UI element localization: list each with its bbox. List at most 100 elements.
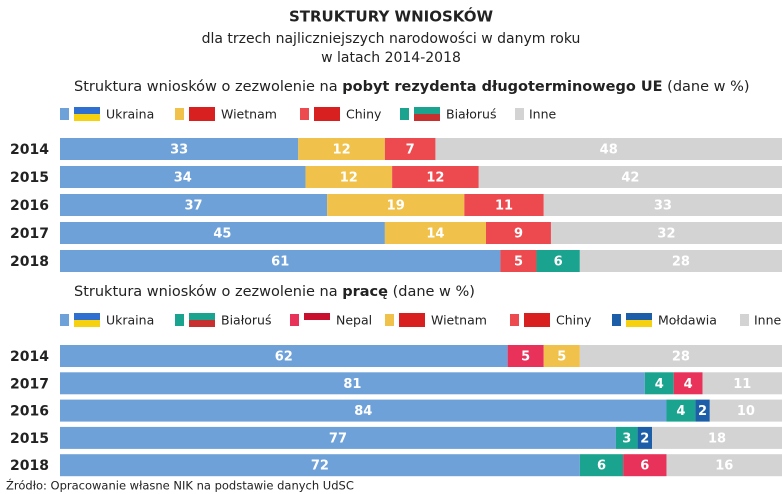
- bar-segment: [305, 166, 393, 188]
- bar-segment: [550, 222, 782, 244]
- category-label: 2015: [10, 431, 49, 447]
- bar-segment: [392, 166, 479, 188]
- subtitle: w latach 2014-2018: [321, 50, 461, 66]
- value-label: 6: [597, 459, 606, 474]
- value-label: 12: [333, 143, 351, 158]
- value-label: 4: [655, 377, 664, 392]
- bar-segment: [652, 426, 782, 449]
- bar-segment: [666, 399, 696, 422]
- value-label: 6: [640, 459, 649, 474]
- value-label: 11: [733, 377, 751, 392]
- value-label: 45: [213, 227, 231, 242]
- value-label: 18: [708, 431, 726, 446]
- value-label: 9: [514, 227, 523, 242]
- legend-label: Białoruś: [221, 313, 271, 328]
- bar-segment: [485, 222, 551, 244]
- flag: [626, 320, 652, 327]
- title-part: pracę: [342, 284, 388, 300]
- legend-label: Chiny: [346, 107, 382, 122]
- value-label: 3: [622, 431, 631, 446]
- bar-segment: [60, 194, 328, 216]
- value-label: 19: [387, 199, 405, 214]
- value-label: 5: [557, 350, 566, 365]
- value-label: 12: [426, 171, 444, 186]
- category-label: 2014: [10, 142, 49, 158]
- source: Źródło: Opracowanie własne NIK na podsta…: [6, 478, 354, 493]
- legend-label: Ukraina: [106, 107, 154, 122]
- value-label: 61: [271, 255, 289, 270]
- value-label: 28: [672, 350, 690, 365]
- bar-segment: [464, 194, 544, 216]
- value-label: 14: [426, 227, 444, 242]
- title-part: (dane w %): [663, 79, 750, 95]
- bar-segment: [543, 194, 782, 216]
- value-label: 62: [275, 350, 293, 365]
- legend-label: Białoruś: [446, 107, 496, 122]
- value-label: 42: [621, 171, 639, 186]
- bar-segment: [60, 426, 616, 449]
- flag: [189, 320, 215, 327]
- flag: [189, 107, 215, 114]
- flag: [399, 320, 425, 327]
- flag: [314, 114, 340, 121]
- flag: [304, 313, 330, 320]
- title-part: (dane w %): [388, 284, 475, 300]
- bar-segment: [60, 166, 306, 188]
- bar-segment: [637, 426, 653, 449]
- value-label: 48: [600, 143, 618, 158]
- category-label: 2018: [10, 458, 49, 474]
- legend-swatch: [300, 108, 309, 120]
- value-label: 32: [657, 227, 675, 242]
- value-label: 7: [406, 143, 415, 158]
- legend-swatch: [400, 108, 409, 120]
- flag: [524, 313, 550, 320]
- legend-swatch: [612, 314, 621, 326]
- bar-segment: [60, 138, 299, 160]
- bar-segment: [60, 250, 501, 272]
- bar-segment: [60, 372, 645, 395]
- value-label: 77: [329, 431, 347, 446]
- value-label: 81: [343, 377, 361, 392]
- bar-segment: [478, 166, 782, 188]
- bar-segment: [435, 138, 782, 160]
- chart-title: Struktura wniosków o zezwolenie na pracę…: [74, 284, 475, 300]
- title-part: Struktura wniosków o zezwolenie na: [74, 284, 342, 300]
- bar-segment: [384, 138, 436, 160]
- category-label: 2017: [10, 376, 49, 392]
- value-label: 34: [174, 171, 192, 186]
- flag: [304, 320, 330, 327]
- title: STRUKTURY WNIOSKÓW: [289, 7, 494, 26]
- value-label: 2: [640, 431, 649, 446]
- bar-segment: [579, 345, 782, 367]
- flag: [74, 107, 100, 114]
- category-label: 2016: [10, 404, 49, 420]
- bar-segment: [60, 345, 508, 367]
- legend-label: Mołdawia: [658, 313, 717, 328]
- value-label: 10: [737, 404, 755, 419]
- value-label: 6: [554, 255, 563, 270]
- legend-label: Ukraina: [106, 313, 154, 328]
- value-label: 2: [698, 404, 707, 419]
- bar-segment: [384, 222, 486, 244]
- legend-swatch: [385, 314, 394, 326]
- bar-segment: [623, 454, 667, 477]
- flag: [626, 313, 652, 320]
- value-label: 37: [185, 199, 203, 214]
- value-label: 11: [495, 199, 513, 214]
- flag: [189, 313, 215, 320]
- flag: [399, 313, 425, 320]
- bar-segment: [60, 399, 667, 422]
- flag: [189, 114, 215, 121]
- value-label: 28: [672, 255, 690, 270]
- legend-swatch: [515, 108, 524, 120]
- bar-segment: [500, 250, 537, 272]
- value-label: 16: [715, 459, 733, 474]
- flag: [74, 313, 100, 320]
- bar-segment: [644, 372, 674, 395]
- bar-segment: [543, 345, 580, 367]
- legend-label: Wietnam: [221, 107, 277, 122]
- legend-label: Inne: [754, 313, 782, 328]
- bar-segment: [673, 372, 703, 395]
- value-label: 33: [170, 143, 188, 158]
